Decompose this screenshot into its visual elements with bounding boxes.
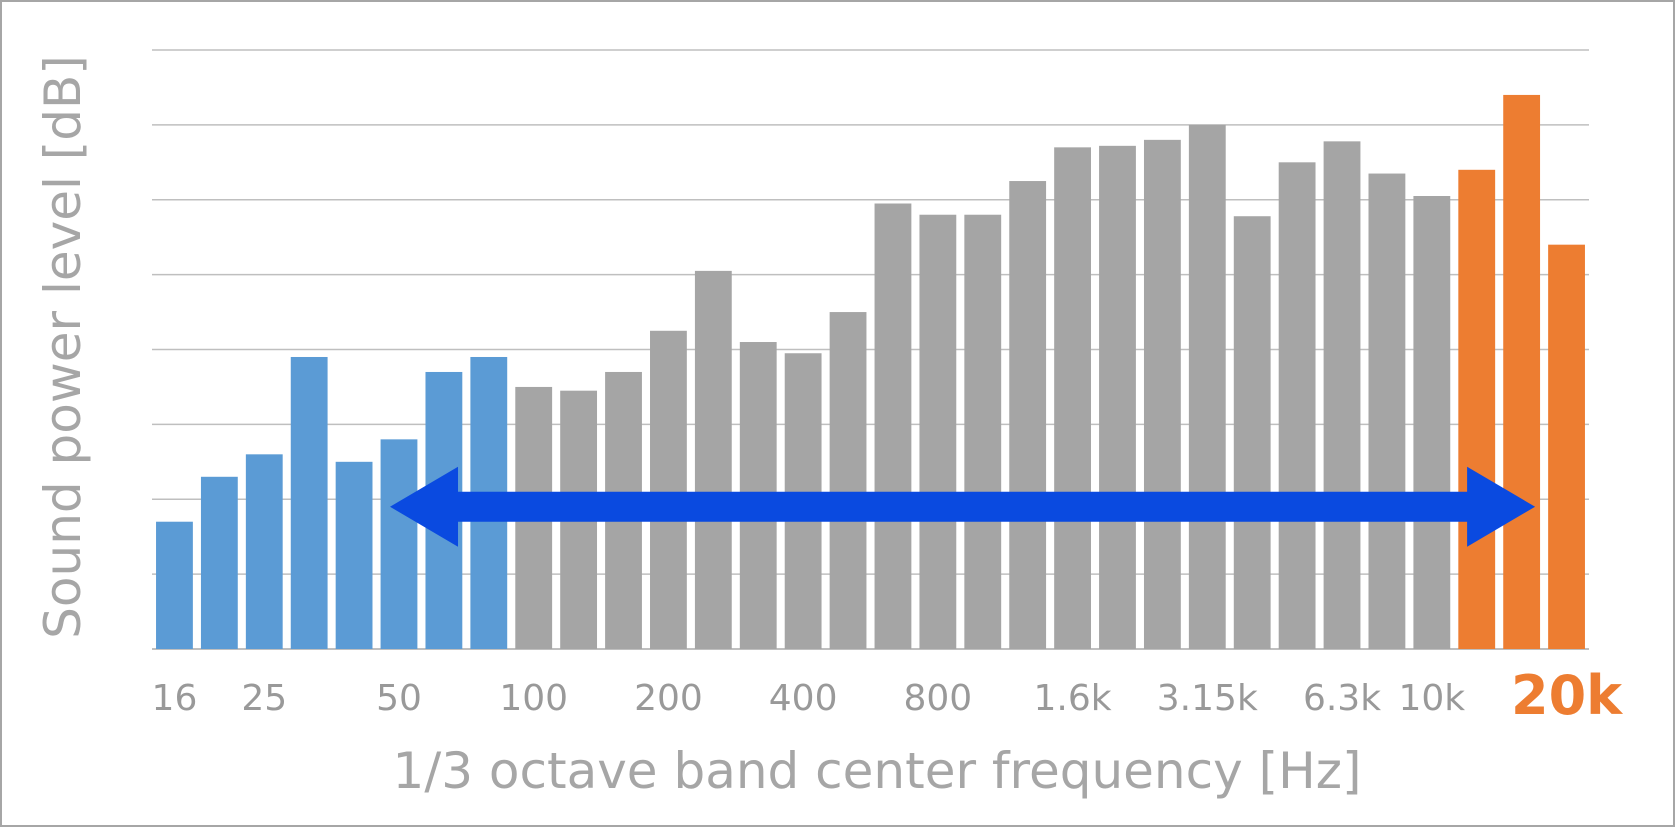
- bar-500: [829, 312, 867, 649]
- bar-3.15k: [1188, 124, 1226, 649]
- bar-1.25k: [1009, 181, 1047, 649]
- bar-800: [919, 214, 957, 649]
- bar-16k: [1503, 94, 1541, 650]
- x-tick-label: 800: [904, 678, 973, 719]
- x-tick-label: 100: [499, 678, 568, 719]
- y-axis-title: Sound power level [dB]: [34, 55, 92, 639]
- bar-1k: [964, 214, 1002, 649]
- bar-20k: [1548, 244, 1585, 650]
- x-tick-labels: 16 25 50 100 200 400 800 1.6k 3.15k 6.3k 10k 20k: [152, 664, 1624, 727]
- bar-25: [245, 454, 283, 649]
- bar-1.6k: [1054, 147, 1091, 649]
- bar-20: [200, 476, 238, 649]
- x-axis-title: 1/3 octave band center frequency [Hz]: [393, 742, 1362, 800]
- bar-8k: [1368, 173, 1406, 649]
- x-tick-label: 6.3k: [1303, 678, 1381, 719]
- bar-5k: [1278, 162, 1316, 649]
- bar-16: [156, 521, 193, 649]
- x-tick-label: 50: [376, 678, 422, 719]
- bar-40: [335, 461, 373, 649]
- bar-250: [694, 270, 732, 649]
- x-tick-label: 25: [241, 678, 287, 719]
- x-tick-label: 200: [634, 678, 703, 719]
- bar-6.3k: [1323, 141, 1361, 649]
- x-tick-label: 10k: [1399, 678, 1466, 719]
- bar-50: [380, 439, 418, 649]
- bar-2.5k: [1143, 139, 1181, 649]
- bar-200: [650, 330, 687, 649]
- bar-4k: [1233, 216, 1271, 649]
- x-tick-label: 1.6k: [1034, 678, 1112, 719]
- band-range-arrow: [390, 466, 1536, 547]
- double-arrow: [390, 466, 1536, 547]
- x-tick-label: 3.15k: [1157, 678, 1258, 719]
- bar-630: [874, 203, 912, 649]
- x-tick-label: 20k: [1511, 664, 1623, 727]
- bar-31.5: [290, 356, 328, 649]
- bar-2k: [1099, 145, 1136, 649]
- x-tick-label: 16: [152, 678, 198, 719]
- bar-10k: [1413, 196, 1451, 649]
- x-tick-label: 400: [769, 678, 838, 719]
- bar-12.5k: [1458, 169, 1496, 650]
- bars: [156, 94, 1585, 650]
